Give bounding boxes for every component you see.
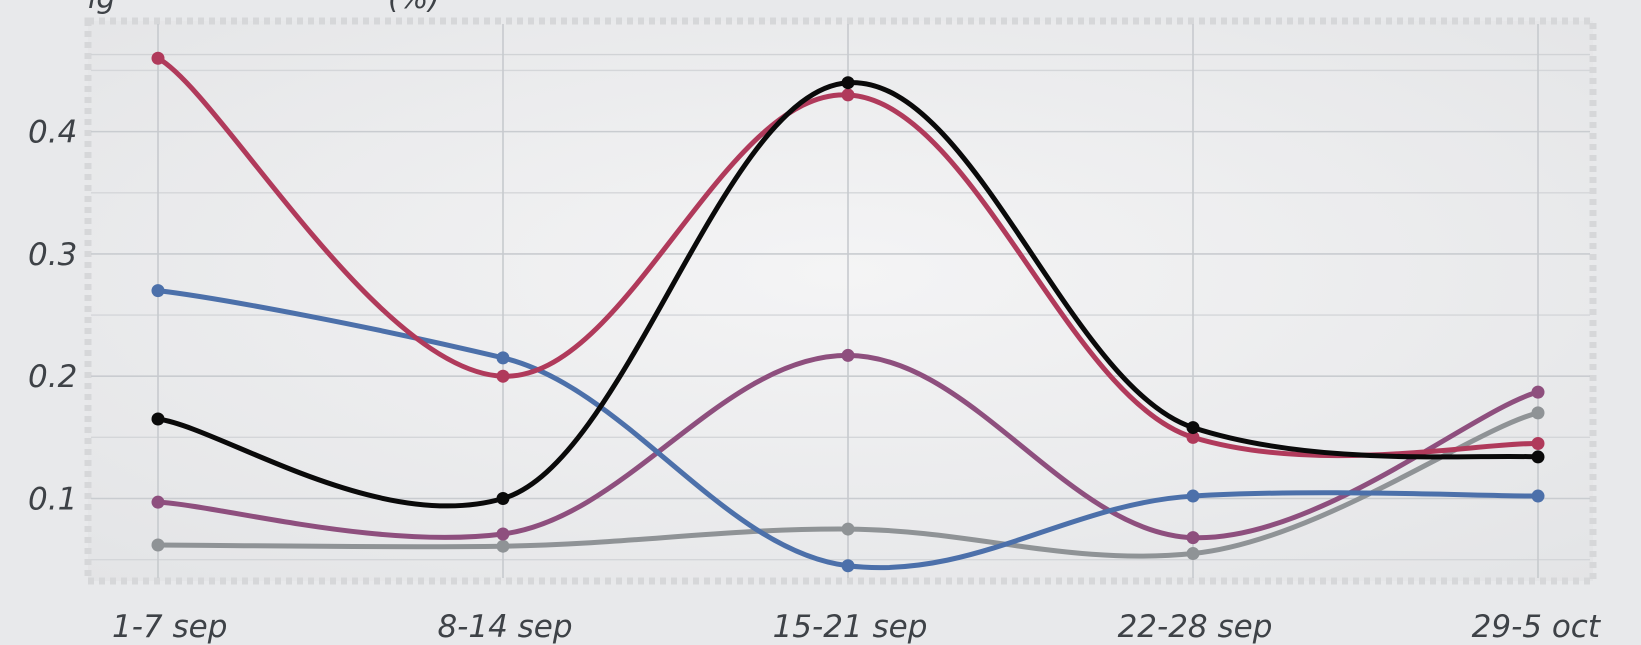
x-tick-label: 22-28 sep (1118, 609, 1273, 645)
data-point[interactable] (151, 51, 165, 65)
grid (91, 24, 1590, 578)
data-point[interactable] (496, 369, 510, 383)
y-tick-label: 0.4 (28, 115, 77, 151)
series-2 (151, 76, 1545, 509)
y-tick-label: 0.1 (28, 482, 77, 518)
x-axis-ticks: 1-7 sep 8-14 sep 15-21 sep 22-28 sep 29-5 oc… (112, 609, 1602, 645)
data-point[interactable] (841, 348, 855, 362)
series-line (155, 55, 1541, 459)
data-point[interactable] (1531, 450, 1545, 464)
data-point[interactable] (496, 351, 510, 365)
data-point[interactable] (1531, 489, 1545, 503)
data-point[interactable] (1186, 430, 1200, 444)
data-point[interactable] (496, 492, 510, 506)
data-point[interactable] (1531, 436, 1545, 450)
data-point[interactable] (841, 76, 855, 90)
series-1 (151, 284, 1545, 573)
x-tick-label: 1-7 sep (112, 609, 227, 645)
data-point[interactable] (1186, 489, 1200, 503)
data-point[interactable] (1531, 406, 1545, 420)
data-point[interactable] (841, 559, 855, 573)
data-point[interactable] (151, 412, 165, 426)
x-tick-label: 15-21 sep (773, 609, 928, 645)
y-tick-label: 0.3 (28, 237, 77, 273)
data-point[interactable] (841, 522, 855, 536)
data-point[interactable] (1186, 547, 1200, 561)
data-point[interactable] (1186, 421, 1200, 435)
data-point[interactable] (1531, 385, 1545, 399)
chart-title-suffix: (%) (388, 0, 440, 16)
y-tick-label: 0.2 (28, 359, 77, 395)
data-point[interactable] (151, 495, 165, 509)
series-3 (151, 348, 1545, 545)
data-point[interactable] (841, 88, 855, 102)
series-layer (151, 51, 1545, 573)
data-point[interactable] (151, 284, 165, 298)
data-point[interactable] (496, 527, 510, 541)
series-0 (151, 51, 1545, 459)
chart-title-fragment: ig (88, 0, 115, 16)
data-point[interactable] (151, 538, 165, 552)
data-point[interactable] (1186, 531, 1200, 545)
x-tick-label: 29-5 oct (1472, 609, 1602, 645)
y-axis-ticks: 0.1 0.2 0.3 0.4 (28, 115, 77, 518)
series-4 (151, 406, 1545, 561)
x-tick-label: 8-14 sep (437, 609, 572, 645)
data-point[interactable] (496, 539, 510, 553)
